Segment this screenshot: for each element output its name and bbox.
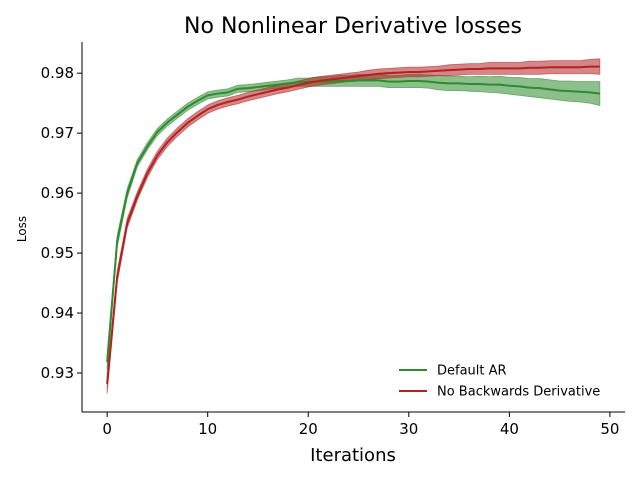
x-axis-ticks: 0 10 20 30 40 50 — [102, 412, 619, 438]
x-tick-label: 30 — [399, 420, 418, 438]
chart-legend: Default AR No Backwards Derivative — [399, 364, 600, 400]
legend-label-default-ar: Default AR — [437, 364, 507, 379]
y-tick-label: 0.93 — [41, 364, 74, 382]
y-axis-ticks: 0.93 0.94 0.95 0.96 0.97 0.98 — [41, 64, 82, 382]
y-tick-label: 0.94 — [41, 304, 74, 322]
x-tick-label: 40 — [500, 420, 519, 438]
x-tick-label: 20 — [299, 420, 318, 438]
y-tick-label: 0.95 — [41, 244, 74, 262]
series-line-default-ar — [106, 79, 600, 363]
y-tick-label: 0.97 — [41, 124, 74, 142]
x-tick-label: 0 — [102, 420, 112, 438]
x-tick-label: 10 — [198, 420, 217, 438]
series-line-no-backwards-derivative — [106, 65, 600, 384]
chart-title: No Nonlinear Derivative losses — [184, 14, 522, 39]
x-axis-label: Iterations — [310, 445, 396, 466]
legend-label-no-backwards-derivative: No Backwards Derivative — [437, 385, 600, 400]
x-tick-label: 50 — [600, 420, 619, 438]
y-axis-label: Loss — [15, 216, 29, 242]
y-tick-label: 0.98 — [41, 64, 74, 82]
series-lines — [106, 65, 600, 384]
y-tick-label: 0.96 — [41, 184, 74, 202]
